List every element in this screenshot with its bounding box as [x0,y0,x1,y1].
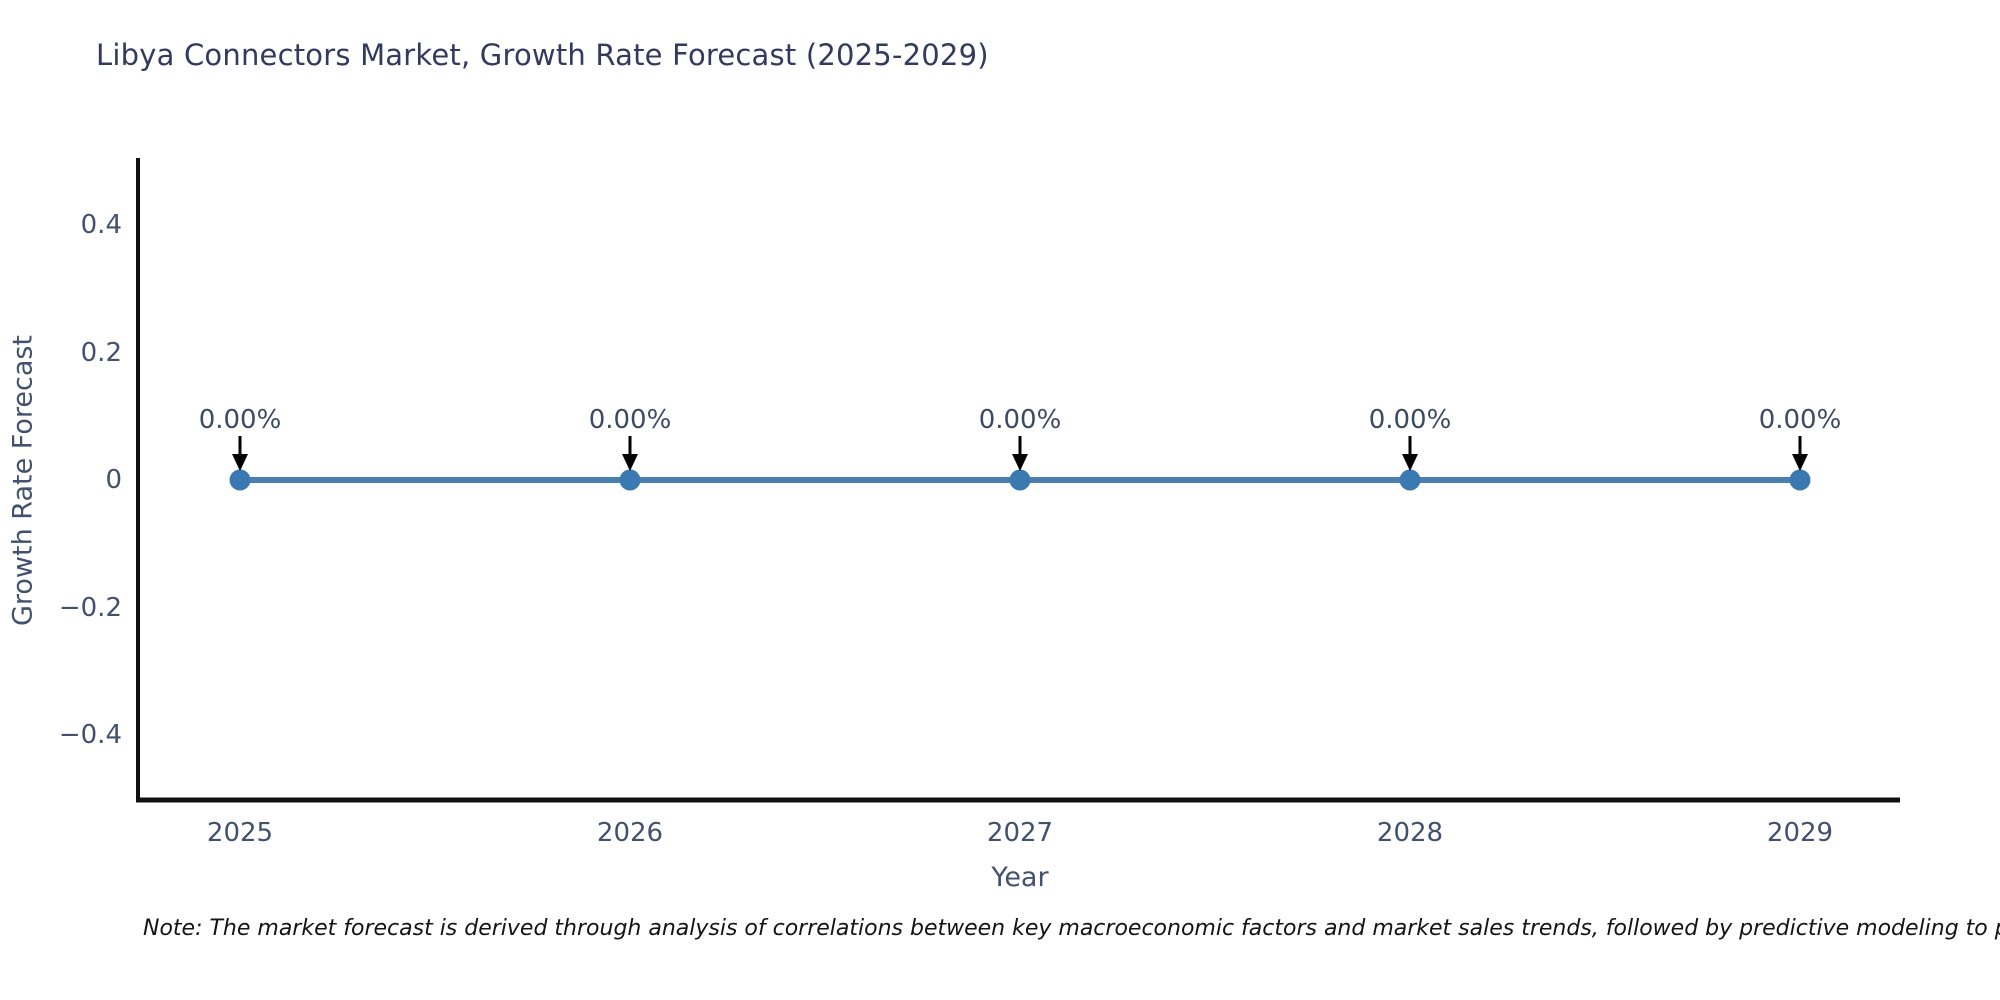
x-axis-title: Year [991,862,1049,893]
x-tick-label: 2029 [1766,818,1834,848]
x-tick-label: 2028 [1376,818,1444,848]
data-point-annotation: 0.00% [198,405,282,435]
x-tick-label: 2027 [986,818,1054,848]
data-point-marker [1789,469,1811,491]
x-tick-label: 2026 [596,818,664,848]
data-point-marker [1399,469,1421,491]
data-point-annotation: 0.00% [1758,405,1842,435]
data-point-annotation: 0.00% [978,405,1062,435]
y-tick-label: −0.2 [58,592,122,623]
annotation-arrow-head [1012,454,1028,471]
footnote: Note: The market forecast is derived thr… [143,916,2000,941]
data-point-marker [619,469,641,491]
chart-title: Libya Connectors Market, Growth Rate For… [96,38,989,72]
y-tick-label: 0 [105,465,122,495]
y-tick-label: 0.4 [80,210,122,240]
x-tick-label: 2025 [206,818,274,848]
annotation-arrow-head [232,454,248,471]
y-tick-label: −0.4 [58,720,122,750]
data-point-annotation: 0.00% [588,405,672,435]
annotation-arrow-head [1792,454,1808,471]
annotation-arrow-head [622,454,638,471]
data-point-marker [1009,469,1031,491]
data-point-annotation: 0.00% [1368,405,1452,435]
y-tick-label: 0.2 [80,337,122,368]
data-point-marker [229,469,251,491]
y-axis-title: Growth Rate Forecast [7,334,39,627]
annotation-arrow-head [1402,454,1418,471]
